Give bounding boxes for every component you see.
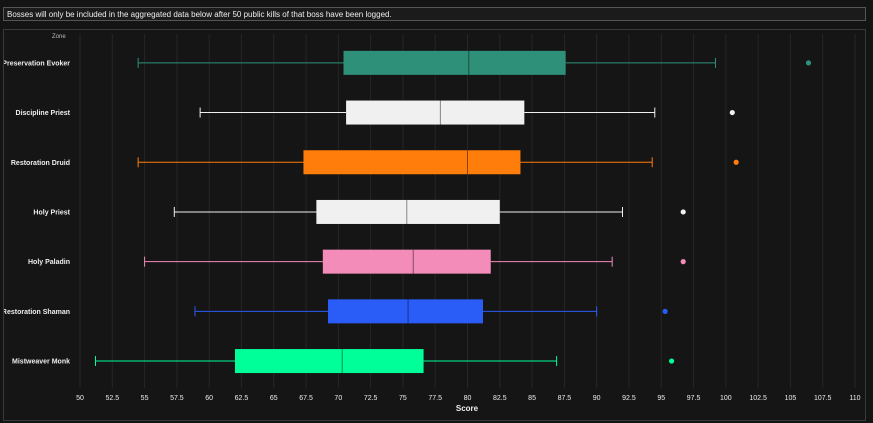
outlier-point — [805, 60, 812, 66]
x-tick-label: 60 — [205, 395, 213, 402]
x-tick-label: 90 — [593, 395, 601, 402]
x-tick-label: 75 — [399, 395, 407, 402]
x-tick-label: 95 — [657, 395, 665, 402]
category-label: Holy Paladin — [28, 259, 70, 266]
x-tick-label: 65 — [270, 395, 278, 402]
box-group — [137, 150, 739, 175]
outlier-point — [662, 308, 668, 314]
outlier-point — [733, 159, 739, 165]
x-tick-label: 62.5 — [235, 395, 249, 402]
iqr-box — [343, 50, 566, 75]
box-group — [173, 199, 686, 224]
category-label: Holy Priest — [33, 209, 70, 216]
boxplot-chart: Preservation Evoker Discipline Priest Rest… — [4, 34, 861, 413]
x-tick-label: 50 — [76, 395, 84, 402]
x-axis-title: Score — [456, 404, 479, 413]
x-tick-label: 85 — [528, 395, 536, 402]
category-label: Discipline Priest — [16, 110, 71, 117]
x-tick-label: 87.5 — [558, 395, 572, 402]
category-labels: Preservation Evoker Discipline Priest Rest… — [4, 60, 71, 365]
category-label: Mistweaver Monk — [12, 359, 70, 366]
category-label: Restoration Druid — [11, 160, 70, 167]
outlier-point — [680, 259, 686, 265]
iqr-box — [303, 150, 521, 175]
iqr-box — [235, 349, 424, 374]
box-series — [95, 50, 812, 374]
iqr-box — [328, 299, 483, 324]
category-label: Preservation Evoker — [4, 60, 70, 67]
x-tick-label: 82.5 — [493, 395, 507, 402]
x-tick-label: 67.5 — [299, 395, 313, 402]
outlier-point — [680, 209, 686, 215]
iqr-box — [316, 199, 500, 224]
category-label: Restoration Shaman — [4, 309, 70, 316]
outlier-point — [668, 358, 675, 364]
x-tick-label: 92.5 — [622, 395, 636, 402]
iqr-box — [322, 249, 491, 274]
x-tick-label: 97.5 — [687, 395, 701, 402]
info-notice: Bosses will only be included in the aggr… — [3, 7, 866, 21]
x-tick-label: 77.5 — [428, 395, 442, 402]
iqr-box — [346, 100, 525, 125]
x-tick-label: 105 — [785, 395, 797, 402]
x-tick-label: 110 — [849, 395, 860, 402]
x-tick-label: 107.5 — [814, 395, 832, 402]
box-group — [199, 100, 735, 125]
outlier-point — [729, 109, 735, 116]
box-group — [95, 349, 675, 374]
x-tick-label: 55 — [141, 395, 149, 402]
box-group — [194, 299, 668, 324]
x-tick-label: 57.5 — [170, 395, 184, 402]
x-tick-label: 52.5 — [105, 395, 119, 402]
corner-label: Zone — [52, 34, 66, 40]
x-tick-label: 72.5 — [364, 395, 378, 402]
x-tick-label: 80 — [464, 395, 472, 402]
x-tick-label: 100 — [720, 395, 732, 402]
x-axis: 50 52.5 55 57.5 60 62.5 65 67.5 70 72.5 75 77.5 80 82… — [76, 395, 861, 402]
x-tick-label: 70 — [334, 395, 342, 402]
box-group — [137, 50, 812, 75]
box-group — [144, 249, 686, 274]
chart-panel: Preservation Evoker Discipline Priest Rest… — [3, 29, 866, 421]
x-tick-label: 102.5 — [749, 395, 767, 402]
